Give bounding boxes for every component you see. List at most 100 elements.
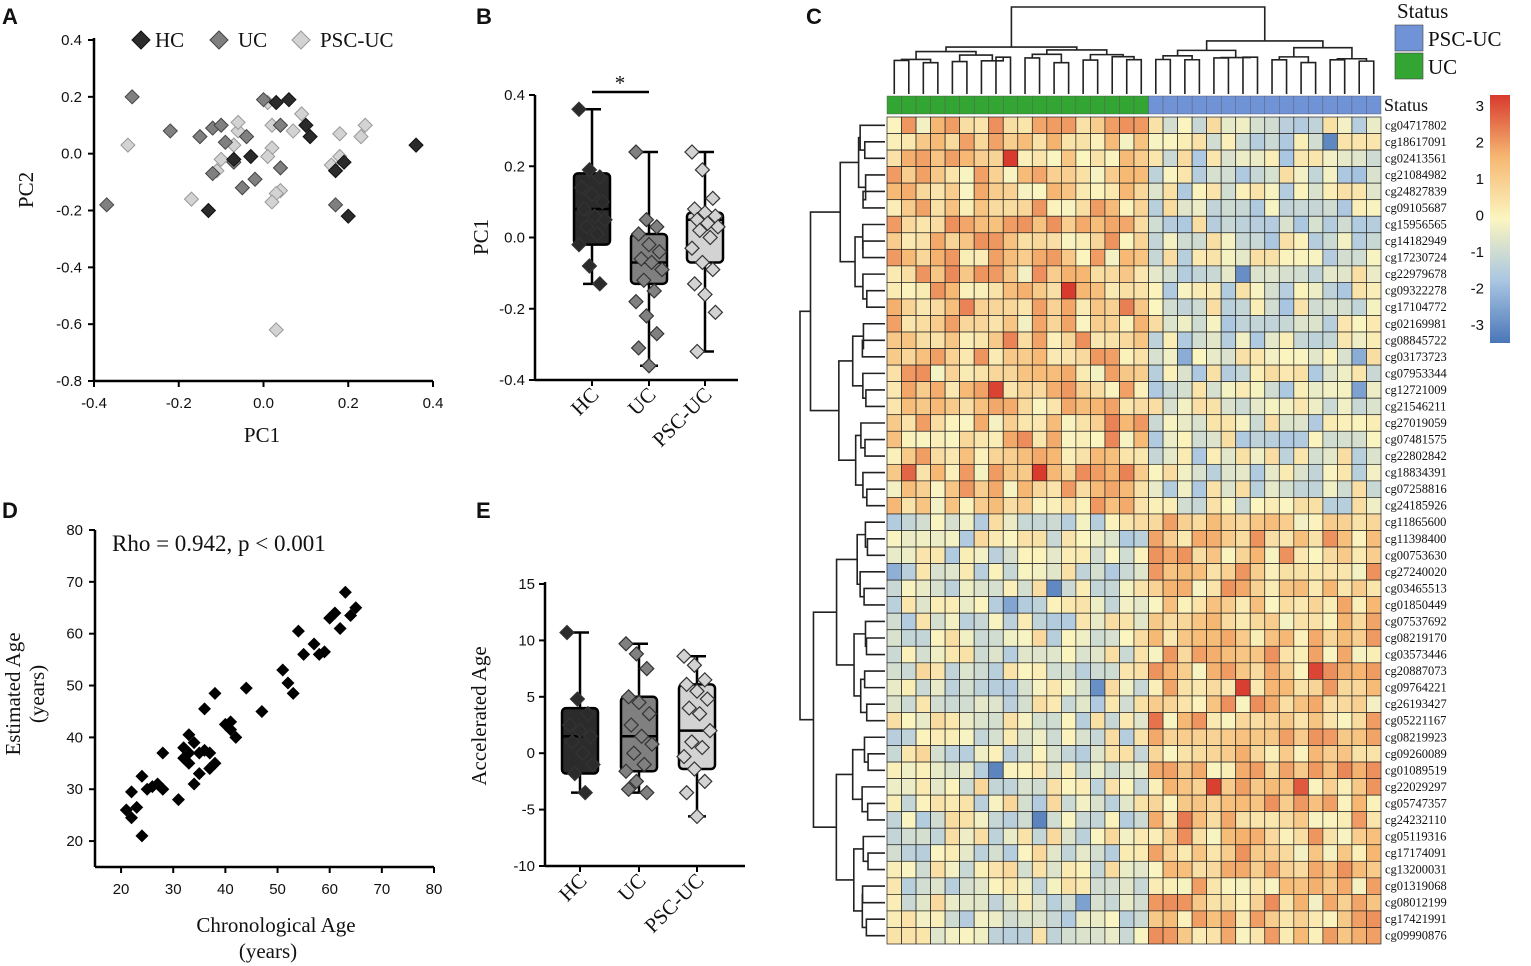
c-heatmap-cell: [1177, 745, 1193, 763]
c-heatmap-cell: [1148, 133, 1164, 151]
c-heatmap-cell: [1293, 596, 1309, 614]
c-heatmap-cell: [988, 282, 1004, 300]
b-point: [638, 308, 655, 324]
c-heatmap-cell: [1162, 629, 1178, 647]
c-heatmap-cell: [1177, 480, 1193, 498]
c-heatmap-cell: [959, 546, 975, 564]
c-heatmap-cell: [1278, 497, 1295, 515]
c-heatmap-cell: [1090, 381, 1106, 399]
c-heatmap-cell: [1031, 463, 1048, 482]
c-heatmap-cell: [1104, 199, 1120, 217]
c-heatmap-cell: [988, 513, 1004, 531]
c-heatmap-cell: [1351, 215, 1367, 234]
c-heatmap-cell: [1249, 133, 1266, 151]
c-heatmap-cell: [886, 844, 902, 862]
c-heatmap-cell: [959, 579, 975, 598]
c-heatmap-cell: [988, 811, 1004, 829]
c-status-cell-psc-uc: [1220, 95, 1236, 115]
c-dendrogram-link: [862, 471, 885, 499]
c-heatmap-cell: [1031, 546, 1048, 564]
c-heatmap-cell: [959, 265, 975, 283]
c-heatmap-cell: [1046, 679, 1062, 697]
c-heatmap-cell: [1220, 315, 1237, 333]
c-heatmap-cell: [988, 381, 1004, 399]
c-heatmap-cell: [1322, 232, 1338, 250]
c-heatmap-cell: [1104, 530, 1120, 548]
c-heatmap-cell: [1278, 794, 1295, 813]
c-heatmap-cell: [1264, 877, 1280, 895]
c-heatmap-cell: [1206, 563, 1222, 581]
d-x-tick-label: 70: [374, 881, 391, 898]
c-dendrogram-link: [862, 835, 885, 863]
c-heatmap-cell: [1308, 215, 1324, 234]
c-heatmap-cell: [930, 497, 946, 515]
c-heatmap-cell: [1148, 381, 1164, 399]
c-heatmap-cell: [1220, 927, 1237, 945]
c-heatmap-cell: [1322, 497, 1338, 515]
c-heatmap-cell: [1249, 563, 1266, 581]
c-heatmap-cell: [901, 447, 917, 465]
c-heatmap-cell: [944, 315, 960, 333]
c-heatmap-cell: [1090, 497, 1106, 515]
c-legend-uc-swatch: [1394, 52, 1424, 80]
c-heatmap-cell: [886, 745, 902, 763]
c-heatmap-cell: [1191, 645, 1207, 664]
b-y-tick-label: 0.4: [504, 87, 525, 104]
c-heatmap-cell: [1162, 414, 1178, 432]
c-heatmap-cell: [1293, 844, 1309, 862]
c-heatmap-cell: [1264, 463, 1280, 482]
c-heatmap-cell: [1104, 612, 1120, 631]
c-heatmap-cell: [1308, 612, 1324, 631]
c-dendrogram-link: [893, 59, 910, 94]
e-point: [633, 728, 650, 745]
c-heatmap-cell: [1061, 728, 1077, 746]
c-gene-label: cg08845722: [1385, 333, 1447, 347]
c-heatmap-cell: [930, 530, 946, 548]
d-point: [187, 736, 201, 750]
c-heatmap-cell: [1162, 662, 1178, 680]
c-heatmap-cell: [1017, 480, 1033, 498]
c-heatmap-cell: [1322, 877, 1338, 895]
c-status-cell-psc-uc: [1148, 95, 1164, 115]
c-heatmap-cell: [1351, 530, 1367, 548]
c-heatmap-cell: [1206, 248, 1222, 267]
c-heatmap-cell: [1148, 364, 1164, 382]
d-point: [349, 601, 363, 615]
c-heatmap-cell: [1278, 463, 1295, 482]
c-heatmap-cell: [1133, 215, 1149, 234]
c-heatmap-cell: [886, 497, 902, 515]
c-heatmap-cell: [1046, 166, 1062, 184]
c-heatmap-cell: [1264, 579, 1280, 598]
c-heatmap-cell: [1177, 133, 1193, 151]
c-dendrogram-link: [951, 60, 968, 94]
c-heatmap-cell: [930, 811, 946, 829]
c-heatmap-cell: [988, 563, 1004, 581]
c-heatmap-cell: [1264, 695, 1280, 713]
c-heatmap-cell: [1220, 480, 1237, 498]
c-heatmap-cell: [1337, 695, 1353, 713]
c-heatmap-cell: [1322, 894, 1338, 912]
c-heatmap-cell: [1017, 612, 1033, 631]
c-dendrogram-link: [799, 310, 814, 721]
b-point: [571, 101, 587, 118]
c-heatmap-cell: [1133, 596, 1149, 614]
c-heatmap-cell: [1119, 745, 1135, 763]
c-heatmap-cell: [886, 695, 902, 713]
c-heatmap-cell: [1249, 728, 1266, 746]
c-gene-label: cg22979678: [1385, 267, 1447, 281]
c-heatmap-cell: [988, 530, 1004, 548]
c-heatmap-cell: [1046, 282, 1062, 300]
c-heatmap-cell: [1366, 844, 1382, 862]
c-dendrogram-link: [995, 56, 1012, 94]
c-status-cell-psc-uc: [1366, 95, 1382, 115]
c-heatmap-cell: [959, 745, 975, 763]
c-heatmap-cell: [1061, 315, 1077, 333]
c-heatmap-cell: [1322, 480, 1338, 498]
c-heatmap-cell: [1293, 728, 1309, 746]
c-dendrogram-link: [1024, 57, 1041, 94]
c-heatmap-cell: [1104, 563, 1120, 581]
c-gene-label: cg02169981: [1385, 317, 1447, 331]
c-heatmap-cell: [915, 596, 931, 614]
c-heatmap-cell: [1322, 827, 1338, 846]
c-heatmap-cell: [1162, 679, 1178, 697]
